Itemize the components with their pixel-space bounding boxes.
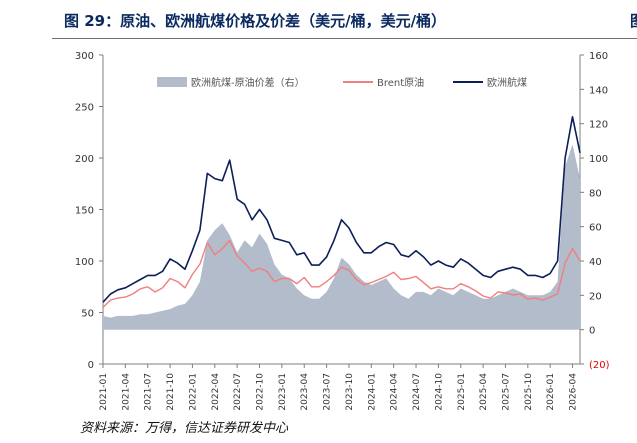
y-tick-label-left: 100 <box>75 257 94 268</box>
x-tick-label: 2023-07 <box>323 373 333 411</box>
x-tick-label: 2022-10 <box>256 373 266 411</box>
y-tick-label-right: 20 <box>589 291 602 302</box>
legend-label-brent: Brent原油 <box>377 76 424 89</box>
x-tick-label: 2023-01 <box>278 373 288 411</box>
x-tick-label: 2021-04 <box>121 373 131 411</box>
chart-title: 图 29：原油、欧洲航煤价格及价差（美元/桶，美元/桶） <box>64 12 447 30</box>
x-tick-label: 2023-10 <box>345 373 355 411</box>
y-tick-label-right: 100 <box>589 154 608 165</box>
y-tick-label-right: 160 <box>589 51 608 62</box>
x-tick-label: 2025-01 <box>457 373 467 411</box>
x-tick-label: 2021-01 <box>99 373 109 411</box>
next-figure-mark: 图 <box>630 10 637 31</box>
x-tick-label: 2021-07 <box>144 373 154 411</box>
y-tick-label-right: 0 <box>589 326 595 337</box>
x-tick-label: 2021-10 <box>166 373 176 411</box>
y-tick-label-left: 0 <box>88 360 94 371</box>
y-tick-label-right: 120 <box>589 120 608 131</box>
x-tick-label: 2026-04 <box>569 373 579 411</box>
y-tick-label-right-negative: (20) <box>589 360 610 371</box>
y-tick-label-left: 50 <box>81 309 94 320</box>
y-tick-label-right: 60 <box>589 223 602 234</box>
x-tick-label: 2023-04 <box>300 373 310 411</box>
x-tick-label: 2026-01 <box>546 373 556 411</box>
x-tick-label: 2024-04 <box>390 373 400 411</box>
title-rule <box>52 38 637 39</box>
y-tick-label-right: 140 <box>589 85 608 96</box>
source-note: 资料来源：万得，信达证券研发中心 <box>80 421 289 436</box>
y-tick-label-left: 300 <box>75 51 94 62</box>
x-tick-label: 2022-04 <box>211 373 221 411</box>
series-jet-fuel-line <box>102 116 581 303</box>
x-tick-label: 2024-01 <box>367 373 377 411</box>
series-spread-area <box>103 144 580 330</box>
legend-label-spread: 欧洲航煤-原油价差（右） <box>191 76 305 89</box>
x-tick-label: 2025-07 <box>501 373 511 411</box>
y-tick-label-right: 80 <box>589 188 602 199</box>
x-tick-label: 2022-01 <box>188 373 198 411</box>
legend-label-jet-fuel: 欧洲航煤 <box>487 76 527 89</box>
y-tick-label-left: 150 <box>75 206 94 217</box>
x-tick-label: 2025-10 <box>524 373 534 411</box>
x-tick-label: 2024-07 <box>412 373 422 411</box>
x-tick-label: 2025-04 <box>479 373 489 411</box>
x-tick-label: 2024-10 <box>434 373 444 411</box>
x-tick-label: 2022-07 <box>233 373 243 411</box>
series-brent-line <box>102 239 581 308</box>
legend-swatch-spread <box>157 77 187 87</box>
y-tick-label-left: 200 <box>75 154 94 165</box>
y-tick-label-left: 250 <box>75 103 94 114</box>
y-tick-label-right: 40 <box>589 257 602 268</box>
